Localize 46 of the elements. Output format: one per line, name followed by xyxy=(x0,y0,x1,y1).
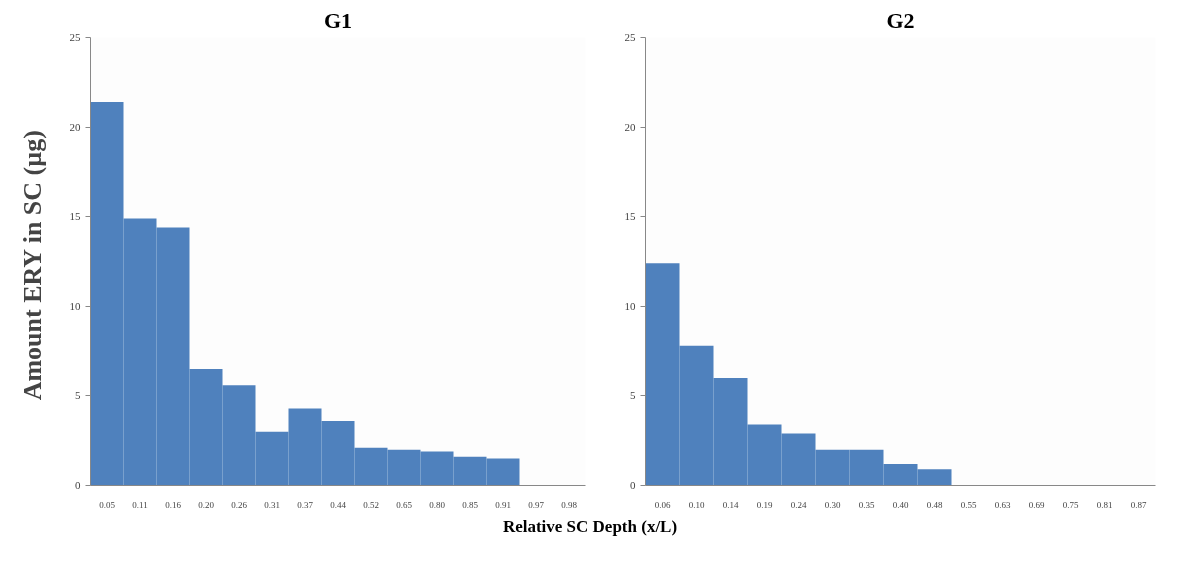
y-axis-title: Amount ERY in SC (µg) xyxy=(17,130,47,401)
x-tick-label: 0.91 xyxy=(495,499,511,510)
chart-title: G1 xyxy=(323,7,353,33)
x-tick-label: 0.19 xyxy=(756,499,773,510)
x-tick-label: 0.85 xyxy=(462,499,479,510)
x-tick-label: 0.69 xyxy=(1028,499,1045,510)
y-tick-label: 0 xyxy=(75,479,81,491)
x-tick-label: 0.48 xyxy=(926,499,943,510)
x-tick-label: 0.80 xyxy=(429,499,446,510)
x-tick-label: 0.81 xyxy=(1096,499,1113,510)
x-tick-label: 0.11 xyxy=(132,499,148,510)
y-tick-label: 0 xyxy=(630,479,636,491)
x-tick-label: 0.14 xyxy=(722,499,739,510)
x-tick-label: 0.44 xyxy=(330,499,347,510)
x-tick-label: 0.20 xyxy=(198,499,215,510)
x-tick-label: 0.55 xyxy=(960,499,977,510)
x-tick-label: 0.87 xyxy=(1130,499,1147,510)
x-tick-label: 0.75 xyxy=(1062,499,1079,510)
y-tick-label: 10 xyxy=(624,299,636,312)
y-tick-label: 20 xyxy=(624,120,636,133)
x-tick-label: 0.24 xyxy=(790,499,807,510)
chart-title: G2 xyxy=(886,7,915,33)
x-tick-label: 0.05 xyxy=(99,499,116,510)
x-tick-label: 0.35 xyxy=(858,499,875,510)
x-tick-label: 0.16 xyxy=(165,499,182,510)
x-tick-label: 0.98 xyxy=(561,499,578,510)
x-tick-label: 0.10 xyxy=(688,499,705,510)
x-tick-label: 0.97 xyxy=(528,499,545,510)
x-tick-label: 0.37 xyxy=(297,499,314,510)
y-tick-label: 25 xyxy=(69,31,81,43)
x-tick-label: 0.31 xyxy=(264,499,280,510)
x-axis-title: Relative SC Depth (x/L) xyxy=(501,516,679,538)
y-tick-label: 15 xyxy=(624,210,636,223)
x-tick-label: 0.63 xyxy=(994,499,1011,510)
x-tick-label: 0.06 xyxy=(654,499,671,510)
y-tick-label: 15 xyxy=(69,210,81,223)
x-tick-label: 0.65 xyxy=(396,499,413,510)
y-tick-label: 25 xyxy=(624,31,636,43)
x-tick-label: 0.26 xyxy=(231,499,248,510)
x-tick-label: 0.52 xyxy=(363,499,379,510)
y-tick-label: 20 xyxy=(69,120,81,133)
y-tick-label: 10 xyxy=(69,299,81,312)
x-tick-label: 0.40 xyxy=(892,499,909,510)
y-tick-label: 5 xyxy=(630,389,636,402)
y-tick-label: 5 xyxy=(75,389,81,402)
x-tick-label: 0.30 xyxy=(824,499,841,510)
